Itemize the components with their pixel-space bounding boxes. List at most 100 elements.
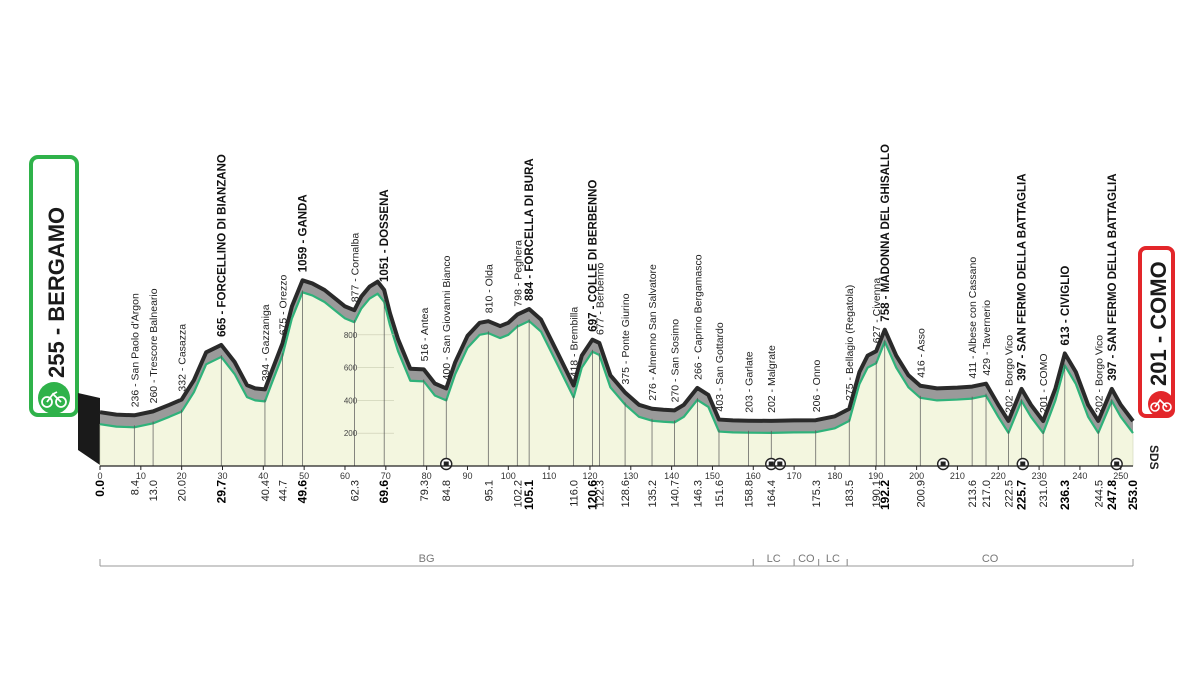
waypoint-label: 429 - Tavernerio — [981, 300, 993, 376]
km-distance-label: 222.5 — [1004, 480, 1016, 508]
km-distance-label: 183.5 — [844, 480, 856, 508]
start-badge: 255 - BERGAMO — [29, 155, 79, 417]
km-labels: 0.0 8.4 13.0 20.0 29.7 40.4 44.7 49.6 62.3 69.6 79… — [93, 480, 1140, 510]
km-tick-label: 20 — [177, 471, 187, 481]
waypoint-label: 877 - Cornalba — [349, 233, 361, 303]
km-distance-label: 244.5 — [1093, 480, 1105, 508]
waypoint-label: 260 - Trescore Balneario — [148, 288, 160, 403]
km-distance-label: 135.2 — [647, 480, 659, 508]
waypoint-label: 411 - Albese con Cassano — [967, 257, 979, 379]
waypoint-label: 1051 - DOSSENA — [379, 189, 391, 282]
km-distance-label: 140.7 — [670, 480, 682, 508]
tunnel-icon-core — [1114, 461, 1120, 467]
waypoint-label: 236 - San Paolo d'Argon — [129, 293, 141, 407]
km-distance-label: 102.2 — [512, 480, 524, 508]
waypoint-label: 202 - Borgo Vico — [1004, 335, 1016, 413]
waypoint-label: 270 - San Sosimo — [670, 319, 682, 403]
km-tick-label: 250 — [1113, 471, 1128, 481]
altitude-tick-label: 600 — [344, 364, 358, 373]
waypoint-label: 397 - SAN FERMO DELLA BATTAGLIA — [1107, 173, 1119, 380]
province-label: LC — [767, 553, 781, 565]
km-axis: 0 10 20 30 40 50 60 70 80 90 100 110 120 130 140 150 160… — [97, 465, 1133, 481]
km-distance-label: 200.9 — [915, 480, 927, 508]
waypoint-label: 665 - FORCELLINO DI BIANZANO — [216, 154, 228, 337]
km-distance-label: 253.0 — [1126, 480, 1140, 510]
waypoint-label: 1059 - GANDA — [298, 194, 310, 272]
waypoint-labels: 236 - San Paolo d'Argon 260 - Trescore Ba… — [129, 144, 1119, 413]
km-distance-label: 122.3 — [594, 480, 606, 508]
km-tick-label: 110 — [542, 471, 556, 481]
tunnel-icon-core — [1020, 461, 1026, 467]
waypoint-lines — [133, 290, 1113, 466]
km-distance-label: 20.0 — [177, 480, 189, 501]
waypoint-label: 202 - Borgo Vico — [1093, 335, 1105, 413]
km-tick-label: 50 — [299, 471, 309, 481]
waypoint-label: 416 - Asso — [915, 328, 927, 378]
km-tick-label: 80 — [422, 471, 432, 481]
tunnel-icon-core — [777, 461, 783, 467]
km-tick-label: 160 — [746, 471, 761, 481]
waypoint-label: 332 - Casazza — [177, 324, 189, 392]
waypoint-label: 418 - Brembilla — [569, 307, 581, 378]
km-distance-label: 95.1 — [483, 480, 495, 501]
waypoint-label: 203 - Garlate — [743, 351, 755, 412]
profile-left-wall — [78, 393, 100, 465]
altitude-tick-label: 400 — [344, 396, 358, 405]
km-tick-label: 150 — [705, 471, 720, 481]
start-badge-frame — [29, 155, 79, 417]
waypoint-label: 810 - Olda — [483, 264, 495, 313]
km-tick-label: 0 — [97, 471, 102, 481]
waypoint-label: 276 - Almenno San Salvatore — [647, 264, 659, 401]
tunnel-markers — [440, 457, 1123, 471]
finish-badge: 201 - COMO — [1138, 246, 1175, 418]
waypoint-label: 397 - SAN FERMO DELLA BATTAGLIA — [1017, 173, 1029, 380]
province-bar: BG LC CO LC CO — [99, 553, 1134, 567]
km-distance-label: 0.0 — [93, 480, 107, 497]
km-distance-label: 62.3 — [349, 480, 361, 501]
km-distance-label: 217.0 — [981, 480, 993, 508]
bike-icon — [41, 391, 67, 408]
km-distance-label: 40.4 — [260, 480, 272, 501]
tunnel-icon-core — [768, 461, 774, 467]
km-tick-label: 70 — [381, 471, 391, 481]
km-distance-label: 164.4 — [766, 480, 778, 508]
waypoint-label: 403 - San Gottardo — [714, 322, 726, 411]
km-distance-label: 79.3 — [419, 480, 431, 501]
km-distance-label: 120.6 — [585, 480, 599, 510]
km-tick-label: 240 — [1072, 471, 1087, 481]
km-distance-label: 175.3 — [811, 480, 823, 508]
altitude-grid: 200 400 600 800 — [344, 331, 394, 438]
km-tick-label: 120 — [582, 471, 597, 481]
km-tick-label: 90 — [462, 471, 472, 481]
km-tick-label: 230 — [1032, 471, 1047, 481]
waypoint-label: 675 - Orezzo — [278, 274, 290, 335]
tunnel-icon-core — [443, 461, 449, 467]
km-distance-label: 8.4 — [129, 480, 141, 495]
km-tick-label: 190 — [868, 471, 883, 481]
waypoint-label: 202 - Malgrate — [766, 345, 778, 413]
waypoint-label: 884 - FORCELLA DI BURA — [524, 158, 536, 301]
km-tick-label: 10 — [136, 471, 146, 481]
finish-bike-icon — [1150, 398, 1172, 412]
km-distance-label: 146.3 — [692, 480, 704, 508]
province-label: CO — [982, 553, 999, 565]
waypoint-label: 206 - Onno — [811, 360, 823, 413]
waypoint-label: 266 - Caprino Bergamasco — [692, 254, 704, 380]
waypoint-label: 275 - Bellagio (Regatola) — [844, 285, 856, 401]
km-tick-label: 60 — [340, 471, 350, 481]
tunnel-icon-core — [940, 461, 946, 467]
km-distance-label: 231.0 — [1038, 480, 1050, 508]
km-distance-label: 247.8 — [1105, 480, 1119, 510]
km-tick-label: 130 — [623, 471, 638, 481]
waypoint-label: 677 - Berbenno — [594, 262, 606, 335]
waypoint-label: 201 - COMO — [1038, 353, 1050, 413]
km-distance-label: 84.8 — [441, 480, 453, 501]
km-distance-label: 236.3 — [1058, 480, 1072, 510]
km-tick-label: 140 — [664, 471, 679, 481]
waypoint-label: 758 - MADONNA DEL GHISALLO — [880, 144, 892, 322]
km-distance-label: 116.0 — [569, 480, 581, 507]
altitude-tick-label: 800 — [344, 331, 358, 340]
km-distance-label: 158.8 — [743, 480, 755, 508]
altitude-tick-label: 200 — [344, 429, 358, 438]
